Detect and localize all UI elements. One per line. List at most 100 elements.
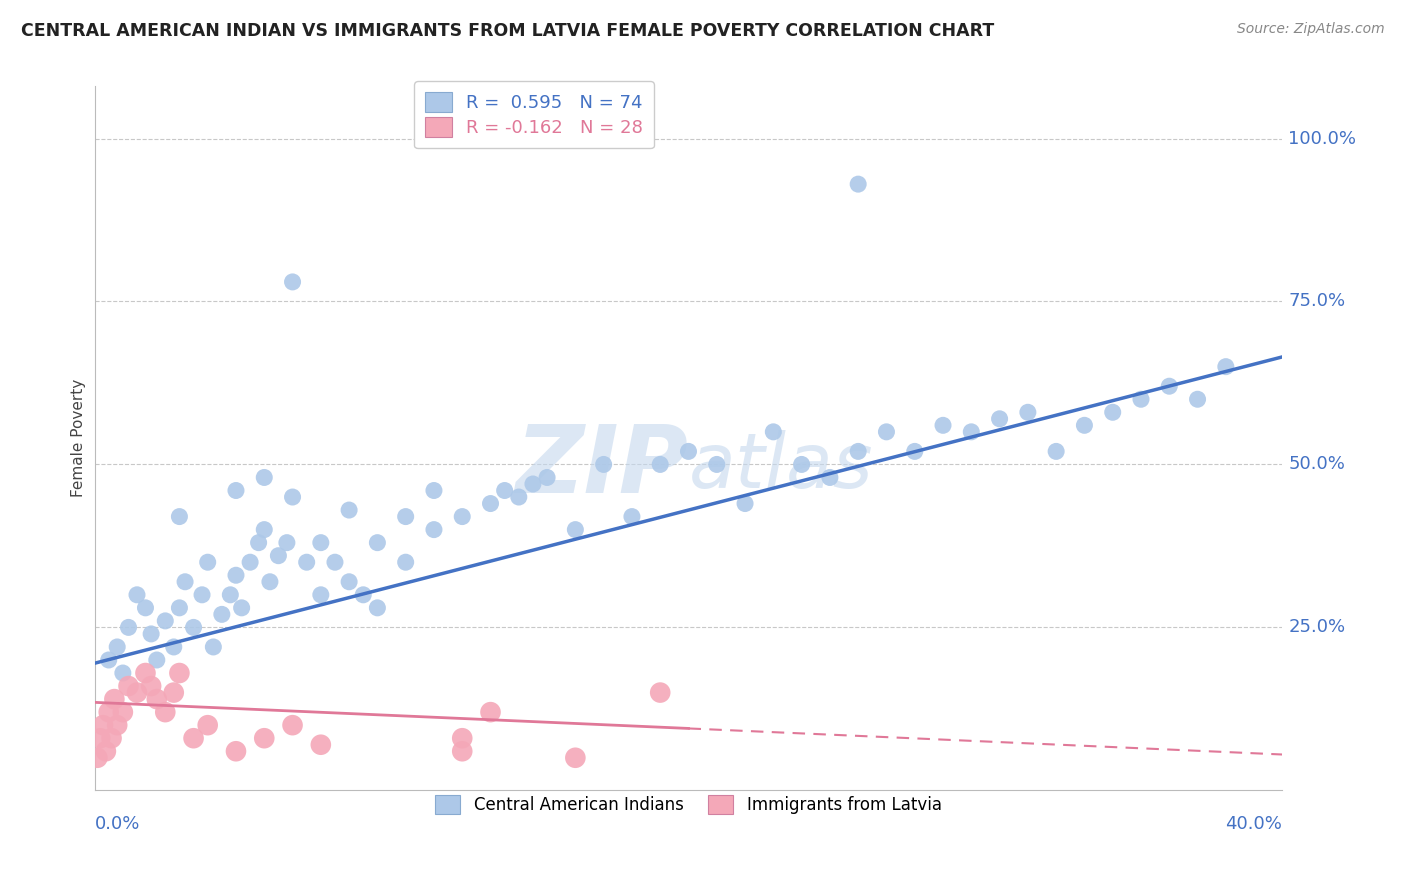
Point [202, 640, 225, 654]
Point [875, 425, 897, 439]
Point [706, 458, 728, 472]
Point [620, 509, 643, 524]
Point [117, 679, 139, 693]
Text: 100.0%: 100.0% [1288, 129, 1357, 147]
Text: 0.0%: 0.0% [94, 815, 141, 833]
Point [125, 588, 148, 602]
Point [337, 503, 360, 517]
Point [100, 731, 122, 746]
Point [163, 685, 186, 699]
Point [103, 692, 125, 706]
Legend: Central American Indians, Immigrants from Latvia: Central American Indians, Immigrants fro… [429, 789, 949, 821]
Point [451, 731, 474, 746]
Point [337, 574, 360, 589]
Text: ZIP: ZIP [516, 420, 689, 513]
Point [1159, 379, 1181, 393]
Point [1101, 405, 1123, 419]
Point [105, 640, 128, 654]
Point [134, 600, 156, 615]
Point [818, 470, 841, 484]
Point [225, 568, 247, 582]
Point [139, 679, 162, 693]
Point [323, 555, 346, 569]
Text: atlas: atlas [689, 430, 873, 503]
Text: 75.0%: 75.0% [1288, 293, 1346, 310]
Text: 40.0%: 40.0% [1226, 815, 1282, 833]
Point [259, 574, 281, 589]
Point [988, 412, 1011, 426]
Point [94, 744, 117, 758]
Point [155, 614, 177, 628]
Point [174, 574, 197, 589]
Point [253, 731, 276, 746]
Point [494, 483, 516, 498]
Point [125, 685, 148, 699]
Text: 25.0%: 25.0% [1288, 618, 1346, 636]
Point [281, 275, 304, 289]
Point [183, 731, 205, 746]
Point [1130, 392, 1153, 407]
Point [650, 458, 672, 472]
Point [734, 497, 756, 511]
Point [111, 666, 134, 681]
Point [225, 483, 247, 498]
Point [522, 477, 544, 491]
Point [169, 509, 191, 524]
Point [191, 588, 214, 602]
Point [281, 718, 304, 732]
Text: CENTRAL AMERICAN INDIAN VS IMMIGRANTS FROM LATVIA FEMALE POVERTY CORRELATION CHA: CENTRAL AMERICAN INDIAN VS IMMIGRANTS FR… [21, 22, 994, 40]
Point [846, 444, 869, 458]
Point [932, 418, 955, 433]
Point [155, 705, 177, 719]
Point [451, 509, 474, 524]
Point [564, 523, 586, 537]
Point [134, 666, 156, 681]
Point [169, 600, 191, 615]
Point [904, 444, 927, 458]
Point [395, 555, 418, 569]
Point [366, 600, 388, 615]
Point [231, 600, 253, 615]
Point [146, 692, 169, 706]
Point [423, 523, 446, 537]
Point [169, 666, 191, 681]
Point [97, 705, 120, 719]
Point [211, 607, 233, 622]
Point [479, 497, 502, 511]
Point [309, 535, 332, 549]
Point [225, 744, 247, 758]
Point [395, 509, 418, 524]
Point [1215, 359, 1237, 374]
Y-axis label: Female Poverty: Female Poverty [72, 379, 86, 498]
Point [197, 718, 219, 732]
Point [91, 718, 114, 732]
Point [139, 627, 162, 641]
Point [352, 588, 374, 602]
Point [451, 744, 474, 758]
Point [846, 177, 869, 191]
Point [508, 490, 530, 504]
Point [479, 705, 502, 719]
Point [960, 425, 983, 439]
Point [239, 555, 262, 569]
Point [253, 523, 276, 537]
Point [117, 620, 139, 634]
Point [183, 620, 205, 634]
Point [592, 458, 614, 472]
Point [295, 555, 318, 569]
Point [86, 751, 108, 765]
Point [253, 470, 276, 484]
Point [1187, 392, 1209, 407]
Point [564, 751, 586, 765]
Point [762, 425, 785, 439]
Text: 50.0%: 50.0% [1288, 456, 1346, 474]
Point [197, 555, 219, 569]
Point [89, 731, 111, 746]
Point [97, 653, 120, 667]
Point [146, 653, 169, 667]
Point [423, 483, 446, 498]
Point [650, 685, 672, 699]
Point [1073, 418, 1095, 433]
Point [276, 535, 298, 549]
Point [219, 588, 242, 602]
